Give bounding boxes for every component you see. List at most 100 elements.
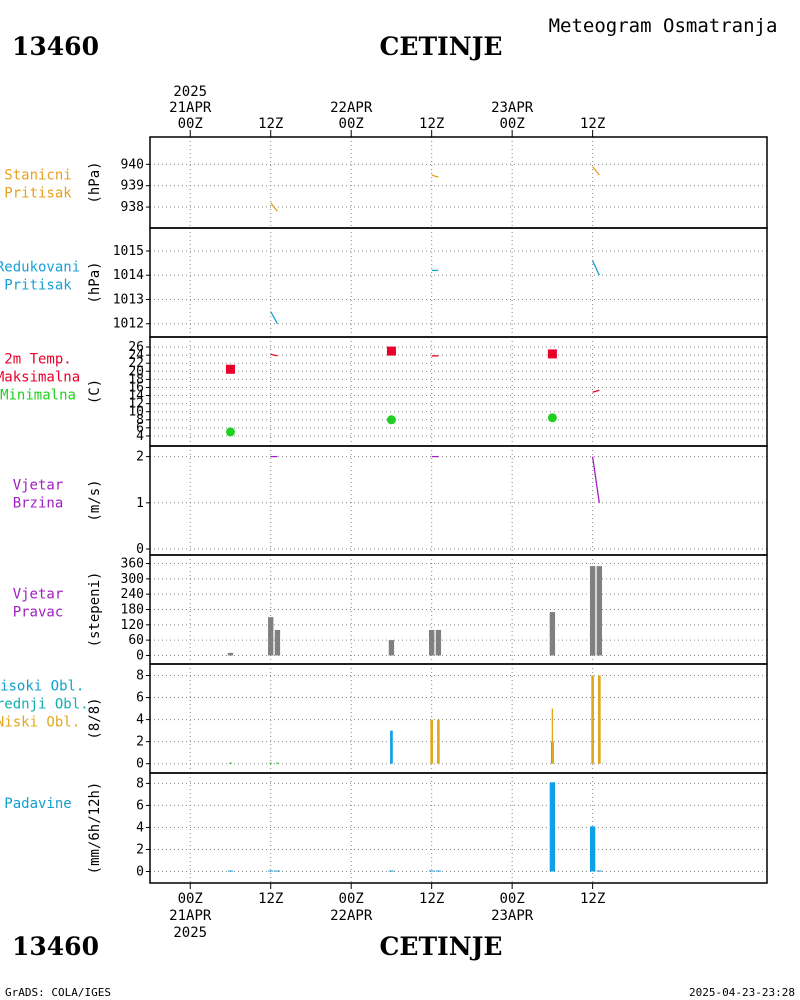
- y-tick-label: 4: [136, 820, 144, 835]
- panel-side-label: Redukovani: [0, 260, 80, 276]
- panel-frame: [149, 336, 768, 447]
- bar: [430, 719, 434, 764]
- bar: [274, 629, 281, 656]
- min-temp-marker: [386, 415, 396, 425]
- series-line: [592, 389, 600, 393]
- panel-side-label: Pritisak: [4, 278, 72, 294]
- y-tick-label: 180: [121, 603, 144, 618]
- panel-reduced-pressure: 1012 1013 1014 1015 (hPa) Redukovani Pritisak: [0, 227, 768, 338]
- panel-frame: [149, 772, 768, 884]
- panel-side-label: Stanicni: [4, 168, 71, 184]
- panel-wind-speed: 0 1 2 (m/s) Vjetar Brzina: [13, 445, 768, 557]
- bar: [276, 762, 279, 764]
- series-line: [431, 174, 439, 178]
- y-tick-label: 300: [121, 572, 144, 587]
- x-tick-label-top: 00Z: [178, 116, 203, 132]
- bar: [437, 719, 440, 764]
- x-tick-label-bottom: 12Z: [258, 891, 283, 907]
- y-tick-label: 6: [136, 798, 144, 813]
- y-tick-label: 10: [128, 405, 144, 420]
- panel-side-label: 2m Temp.: [4, 352, 71, 368]
- y-tick-label: 1015: [113, 244, 144, 259]
- panel-cloud-cover: 0 2 4 6 8 (8/8)Visoki Obl. Srednji Obl. Niski O…: [0, 663, 768, 774]
- panel-side-label: Maksimalna: [0, 370, 80, 386]
- y-tick-label: 60: [128, 633, 144, 648]
- bar: [268, 870, 274, 872]
- y-tick-label: 240: [121, 587, 144, 602]
- x-tick-label-bottom: 12Z: [580, 891, 605, 907]
- y-tick-label: 2: [136, 735, 144, 750]
- y-tick-label: 6: [136, 691, 144, 706]
- panel-side-label: Minimalna: [0, 388, 76, 404]
- panel-precipitation: 0 2 4 6 8 (mm/6h/12h) Padavine: [4, 772, 768, 884]
- bar: [428, 629, 435, 656]
- panel-side-label: Pritisak: [4, 186, 72, 202]
- y-tick-label: 20: [128, 364, 144, 379]
- x-tick-label-top: 12Z: [580, 116, 605, 132]
- station-name-top: CETINJE: [380, 32, 503, 61]
- y-tick-label: 0: [136, 864, 144, 879]
- x-tick-label-top: 12Z: [258, 116, 283, 132]
- y-tick-label: 8: [136, 669, 144, 684]
- y-tick-label: 22: [128, 356, 144, 371]
- series-line: [270, 202, 278, 212]
- bar: [435, 629, 442, 656]
- bar: [388, 640, 395, 656]
- x-tick-label-bottom: 00Z: [500, 891, 525, 907]
- panel-side-label: Padavine: [4, 796, 71, 812]
- y-tick-label: 1013: [113, 292, 144, 307]
- y-tick-label: 940: [121, 157, 144, 172]
- panel-frame: [149, 445, 768, 556]
- y-tick-label: 12: [128, 397, 144, 412]
- panel-frame: [149, 227, 768, 338]
- bar: [551, 708, 554, 764]
- y-tick-label: 8: [136, 776, 144, 791]
- y-tick-label: 4: [136, 713, 144, 728]
- y-tick-label: 120: [121, 618, 144, 633]
- bar: [274, 870, 281, 872]
- x-tick-label-bottom: 00Z: [178, 891, 203, 907]
- bar: [227, 652, 234, 656]
- x-tick-label-top: 12Z: [419, 116, 444, 132]
- bar: [589, 826, 596, 872]
- y-tick-label: 1014: [113, 268, 144, 283]
- bar: [268, 617, 274, 656]
- bar: [229, 762, 232, 764]
- footer-timestamp: 2025-04-23-23:28: [689, 986, 795, 999]
- panel-unit-label: (stepeni): [87, 572, 103, 648]
- footer-credit: GrADS: COLA/IGES: [5, 986, 111, 999]
- x-tick-label-top: 00Z: [500, 116, 525, 132]
- station-id-bottom: 13460: [12, 932, 99, 961]
- panel-side-label: Pravac: [13, 605, 64, 621]
- x-tick-label-bottom: 23APR: [491, 908, 534, 924]
- bar: [549, 612, 556, 656]
- bar: [596, 566, 603, 656]
- y-tick-label: 2: [136, 450, 144, 465]
- max-temp-marker: [547, 349, 557, 359]
- panel-side-label: Brzina: [13, 496, 64, 512]
- max-temp-marker: [225, 364, 235, 374]
- y-tick-label: 360: [121, 557, 144, 572]
- series-line: [591, 456, 600, 503]
- panel-unit-label: (mm/6h/12h): [87, 782, 103, 875]
- y-tick-label: 6: [136, 421, 144, 436]
- bar: [390, 730, 393, 764]
- panel-unit-label: (hPa): [87, 161, 103, 203]
- y-tick-label: 14: [128, 389, 144, 404]
- panel-unit-label: (hPa): [87, 261, 103, 303]
- meteogram-subtitle: Meteogram Osmatranja: [549, 15, 778, 37]
- bar: [227, 870, 234, 872]
- x-tick-label-top: 00Z: [339, 116, 364, 132]
- panel-side-label: Srednji Obl.: [0, 697, 89, 713]
- y-tick-label: 16: [128, 380, 144, 395]
- bar: [269, 762, 273, 764]
- x-tick-label-top: 21APR: [169, 100, 212, 116]
- plot-area: 938939940(hPa)StanicniPritisak1012101310…: [0, 84, 768, 941]
- x-tick-label-bottom: 12Z: [419, 891, 444, 907]
- panel-side-label: Vjetar: [13, 478, 64, 494]
- bar: [435, 870, 442, 872]
- bar: [589, 566, 596, 656]
- panel-side-label: Niski Obl.: [0, 715, 80, 731]
